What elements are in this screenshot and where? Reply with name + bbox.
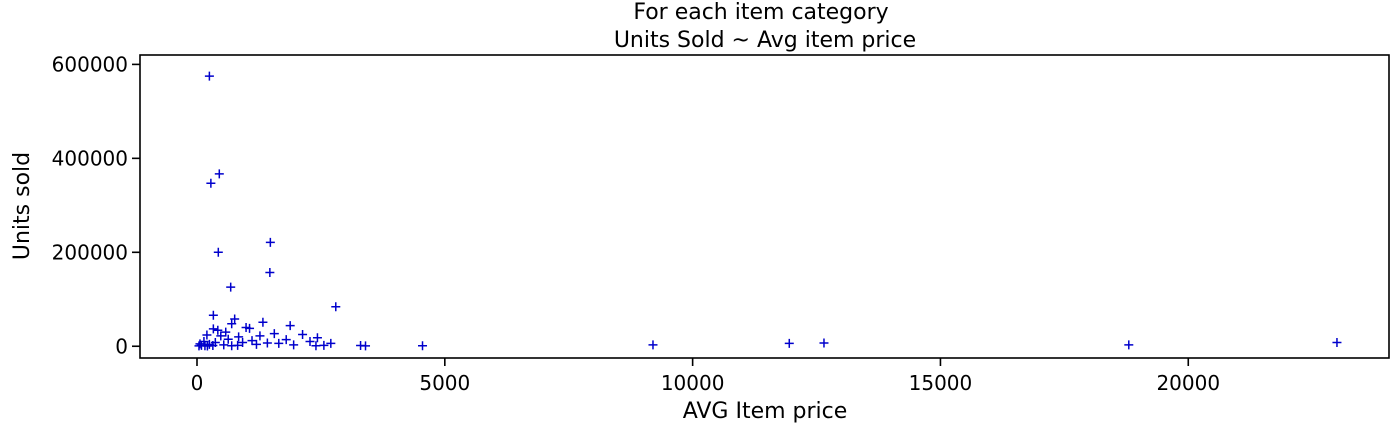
data-point — [219, 340, 229, 350]
data-point — [262, 338, 272, 348]
x-tick-label: 0 — [191, 371, 204, 395]
data-point — [213, 247, 223, 257]
chart-title: For each item category — [633, 0, 888, 25]
data-point — [648, 340, 658, 350]
data-point — [194, 341, 204, 351]
data-point — [281, 335, 291, 345]
chart-subtitle: Units Sold ~ Avg item price — [614, 28, 916, 53]
data-point — [206, 178, 216, 188]
data-point — [216, 331, 226, 341]
data-point — [221, 327, 231, 337]
data-point — [213, 325, 223, 335]
data-point — [311, 341, 321, 351]
data-point — [226, 282, 236, 292]
data-point — [245, 323, 255, 333]
data-point — [269, 329, 279, 339]
data-point — [227, 341, 237, 351]
data-point — [258, 317, 268, 327]
data-point — [247, 336, 257, 346]
y-tick-label: 200000 — [52, 240, 128, 264]
data-point — [227, 319, 237, 329]
data-point — [202, 341, 212, 351]
data-point — [265, 268, 275, 278]
y-axis-ticks: 0 200000 400000 600000 — [52, 52, 140, 358]
data-points — [194, 71, 1342, 351]
data-point — [1124, 340, 1134, 350]
data-point — [251, 339, 261, 349]
data-point — [255, 331, 265, 341]
data-point — [234, 332, 244, 342]
plot-area-frame — [139, 54, 1390, 359]
data-point — [319, 340, 329, 350]
data-point — [265, 237, 275, 247]
y-axis-label: Units sold — [10, 152, 35, 260]
y-tick-label: 0 — [115, 334, 128, 358]
data-point — [204, 71, 214, 81]
data-point — [208, 310, 218, 320]
data-point — [289, 340, 299, 350]
data-point — [312, 333, 322, 343]
x-tick-label: 20000 — [1156, 371, 1220, 395]
data-point — [230, 314, 240, 324]
x-axis-label: AVG Item price — [683, 399, 848, 424]
data-point — [784, 338, 794, 348]
data-point — [214, 169, 224, 179]
data-point — [331, 302, 341, 312]
y-tick-label: 400000 — [52, 146, 128, 170]
data-point — [285, 321, 295, 331]
data-point — [819, 338, 829, 348]
data-point — [305, 337, 315, 347]
data-point — [298, 330, 308, 340]
data-point — [195, 339, 205, 349]
x-tick-label: 15000 — [909, 371, 973, 395]
data-point — [208, 324, 218, 334]
data-point — [202, 330, 212, 340]
data-point — [1332, 337, 1342, 347]
x-tick-label: 10000 — [661, 371, 725, 395]
x-axis-ticks: 0 5000 10000 15000 20000 — [191, 358, 1220, 395]
y-tick-label: 600000 — [52, 52, 128, 76]
data-point — [418, 341, 428, 351]
data-point — [361, 341, 371, 351]
data-point — [274, 338, 284, 348]
data-point — [223, 334, 233, 344]
x-tick-label: 5000 — [419, 371, 470, 395]
data-point — [326, 338, 336, 348]
data-point — [238, 337, 248, 347]
